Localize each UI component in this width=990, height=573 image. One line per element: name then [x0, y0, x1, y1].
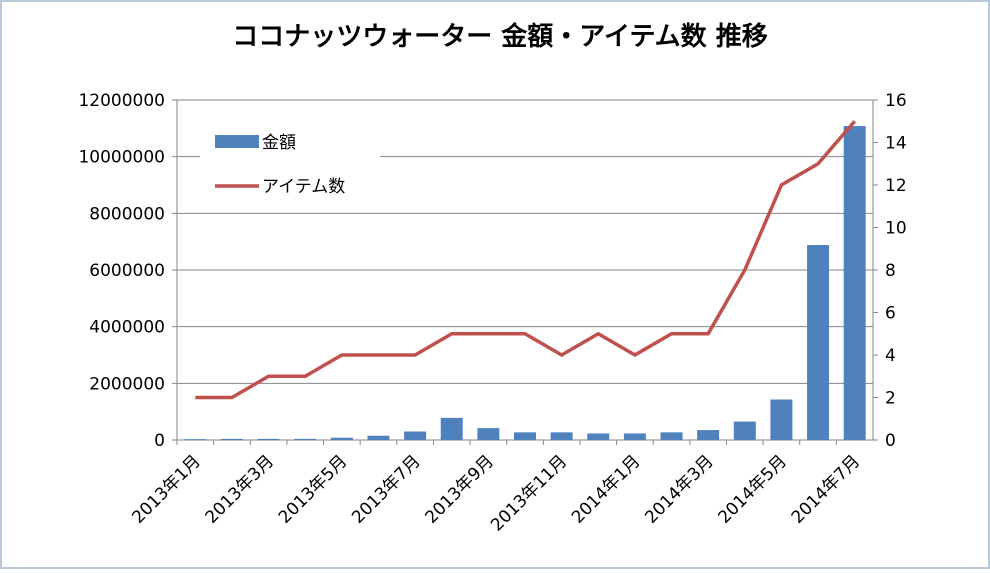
bar [294, 438, 317, 440]
bar [623, 433, 646, 440]
bar [697, 430, 720, 440]
y-tick-label: 10000000 [78, 148, 165, 168]
bar [770, 399, 793, 440]
bar [367, 435, 390, 440]
bar [514, 432, 536, 440]
y-tick-label: 8000000 [89, 204, 165, 224]
legend-box [200, 118, 380, 208]
y-tick-label: 0 [154, 431, 165, 451]
bar [330, 437, 353, 440]
y2-tick-label: 0 [885, 431, 896, 451]
y-tick-label: 12000000 [78, 91, 165, 111]
legend-label: アイテム数 [262, 177, 345, 197]
legend-swatch [215, 135, 259, 148]
y2-tick-label: 8 [885, 261, 896, 281]
y-tick-label: 2000000 [89, 374, 165, 394]
chart-title: ココナッツウォーター 金額・アイテム数 推移 [232, 21, 768, 52]
bar [807, 245, 830, 440]
bar [404, 431, 427, 440]
legend-label: 金額 [262, 133, 296, 153]
y2-tick-label: 4 [885, 346, 896, 366]
y2-tick-label: 6 [885, 304, 896, 324]
y2-tick-label: 14 [885, 134, 907, 154]
bar [257, 438, 280, 440]
bar [440, 417, 463, 440]
line [195, 120, 857, 400]
bar [550, 432, 573, 440]
bar [843, 126, 866, 441]
y-tick-label: 4000000 [89, 318, 165, 338]
bar [587, 433, 610, 440]
bar [477, 428, 500, 440]
y2-tick-label: 10 [885, 219, 907, 239]
y2-tick-label: 2 [885, 389, 896, 409]
bar [733, 421, 756, 440]
bar [660, 432, 683, 440]
y2-tick-label: 16 [885, 91, 907, 111]
bar [184, 439, 207, 440]
y-tick-label: 6000000 [89, 261, 165, 281]
bar [220, 438, 243, 440]
y2-tick-label: 12 [885, 176, 907, 196]
